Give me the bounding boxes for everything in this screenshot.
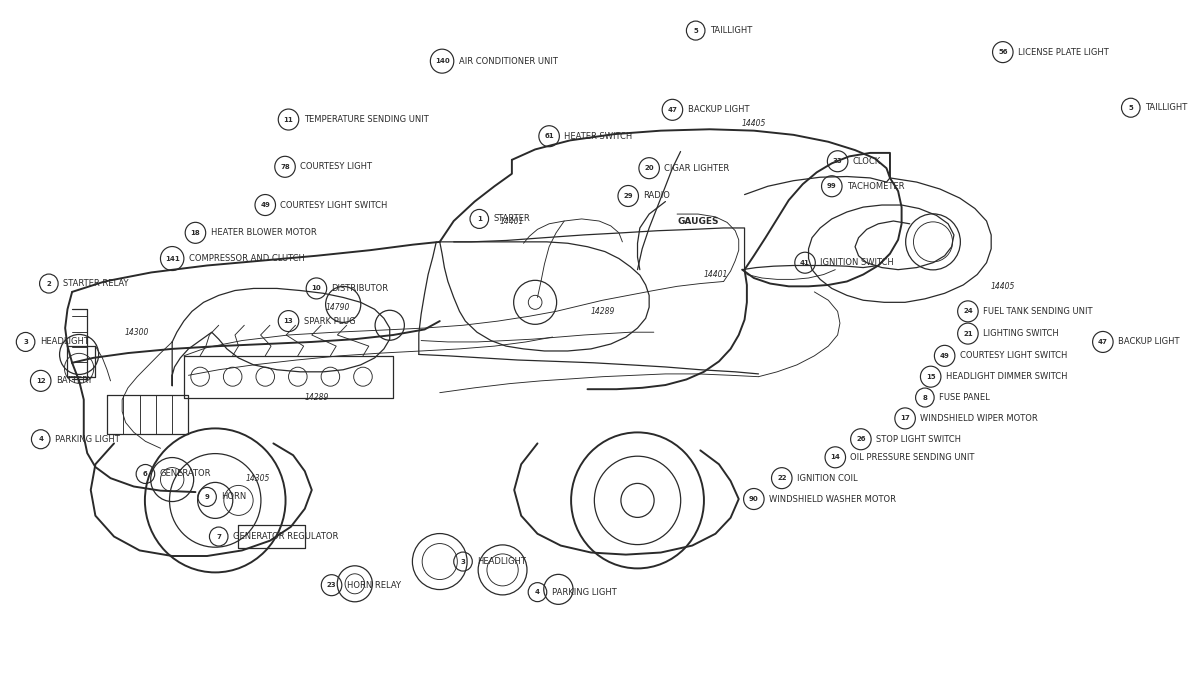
Text: 20: 20 xyxy=(644,165,654,171)
Text: 14790: 14790 xyxy=(325,303,350,311)
Text: 14289: 14289 xyxy=(304,393,329,402)
Text: 22: 22 xyxy=(777,475,786,481)
Text: COURTESY LIGHT SWITCH: COURTESY LIGHT SWITCH xyxy=(280,201,388,209)
Text: TACHOMETER: TACHOMETER xyxy=(847,182,904,190)
Text: 14401: 14401 xyxy=(500,217,524,225)
Text: 56: 56 xyxy=(998,49,1008,55)
Text: 41: 41 xyxy=(800,260,810,265)
Text: 17: 17 xyxy=(900,416,910,421)
Text: HEADLIGHT: HEADLIGHT xyxy=(478,557,526,566)
Text: HEATER BLOWER MOTOR: HEATER BLOWER MOTOR xyxy=(211,229,317,237)
Text: 6: 6 xyxy=(143,471,148,477)
Text: BACKUP LIGHT: BACKUP LIGHT xyxy=(1118,338,1179,346)
Text: 141: 141 xyxy=(164,256,180,261)
Text: STARTER: STARTER xyxy=(493,215,530,223)
Text: 12: 12 xyxy=(36,378,45,384)
Text: TAILLIGHT: TAILLIGHT xyxy=(710,26,752,35)
Text: LICENSE PLATE LIGHT: LICENSE PLATE LIGHT xyxy=(1018,48,1109,56)
Text: 15: 15 xyxy=(925,374,935,379)
Text: 14300: 14300 xyxy=(125,328,149,336)
Text: 18: 18 xyxy=(191,230,200,236)
Text: 4: 4 xyxy=(38,436,43,442)
Text: COURTESY LIGHT: COURTESY LIGHT xyxy=(300,163,372,171)
Text: TAILLIGHT: TAILLIGHT xyxy=(1145,104,1187,112)
Text: 10: 10 xyxy=(312,286,322,291)
Text: DISTRIBUTOR: DISTRIBUTOR xyxy=(331,284,388,293)
Text: 78: 78 xyxy=(280,164,289,170)
Text: 1: 1 xyxy=(476,216,481,222)
Text: 9: 9 xyxy=(205,494,210,500)
Text: 21: 21 xyxy=(964,331,973,336)
Text: 5: 5 xyxy=(1128,105,1133,111)
Text: CLOCK: CLOCK xyxy=(853,157,881,165)
Text: 90: 90 xyxy=(749,496,759,502)
Text: SPARK PLUG: SPARK PLUG xyxy=(304,317,355,325)
Text: 14289: 14289 xyxy=(591,307,615,316)
Text: 49: 49 xyxy=(261,202,270,208)
Text: 29: 29 xyxy=(623,193,634,199)
Text: 14405: 14405 xyxy=(742,120,766,128)
Text: 14: 14 xyxy=(830,455,840,460)
Text: GAUGES: GAUGES xyxy=(676,217,718,225)
Text: 61: 61 xyxy=(544,133,554,139)
Text: 8: 8 xyxy=(923,395,928,400)
Text: CIGAR LIGHTER: CIGAR LIGHTER xyxy=(665,164,730,172)
Text: 99: 99 xyxy=(827,183,836,189)
Text: RADIO: RADIO xyxy=(643,192,671,200)
Text: COURTESY LIGHT SWITCH: COURTESY LIGHT SWITCH xyxy=(960,352,1067,360)
Text: 23: 23 xyxy=(326,582,336,588)
Text: FUSE PANEL: FUSE PANEL xyxy=(939,393,990,402)
Text: 4: 4 xyxy=(535,589,540,595)
Text: 11: 11 xyxy=(283,117,293,122)
Text: HORN RELAY: HORN RELAY xyxy=(347,581,400,589)
Text: HEADLIGHT DIMMER SWITCH: HEADLIGHT DIMMER SWITCH xyxy=(946,373,1067,381)
Text: 47: 47 xyxy=(667,107,678,113)
Text: 14401: 14401 xyxy=(703,270,728,279)
Text: AIR CONDITIONER UNIT: AIR CONDITIONER UNIT xyxy=(459,57,557,65)
Text: HEATER SWITCH: HEATER SWITCH xyxy=(565,132,632,140)
Text: WINDSHIELD WASHER MOTOR: WINDSHIELD WASHER MOTOR xyxy=(769,495,896,503)
Text: FUEL TANK SENDING UNIT: FUEL TANK SENDING UNIT xyxy=(983,307,1092,316)
Text: PARKING LIGHT: PARKING LIGHT xyxy=(55,435,119,443)
Text: WINDSHIELD WIPER MOTOR: WINDSHIELD WIPER MOTOR xyxy=(921,414,1039,423)
Text: HORN: HORN xyxy=(222,493,247,501)
Text: STARTER RELAY: STARTER RELAY xyxy=(63,279,129,288)
Text: 14305: 14305 xyxy=(247,474,270,482)
Text: 7: 7 xyxy=(217,534,222,539)
Text: TEMPERATURE SENDING UNIT: TEMPERATURE SENDING UNIT xyxy=(304,115,429,124)
Text: 140: 140 xyxy=(435,58,449,64)
Text: 49: 49 xyxy=(940,353,949,359)
Text: GENERATOR REGULATOR: GENERATOR REGULATOR xyxy=(233,532,338,541)
Text: 2: 2 xyxy=(46,281,51,286)
Text: BACKUP LIGHT: BACKUP LIGHT xyxy=(687,106,749,114)
Text: 26: 26 xyxy=(856,436,866,442)
Text: STOP LIGHT SWITCH: STOP LIGHT SWITCH xyxy=(877,435,961,443)
Text: HEADLIGHT: HEADLIGHT xyxy=(39,338,88,346)
Text: 24: 24 xyxy=(964,309,973,314)
Text: BATTERY: BATTERY xyxy=(56,377,93,385)
Text: COMPRESSOR AND CLUTCH: COMPRESSOR AND CLUTCH xyxy=(189,254,305,263)
Text: 5: 5 xyxy=(693,28,698,33)
Text: 3: 3 xyxy=(461,559,466,564)
Text: GENERATOR: GENERATOR xyxy=(160,470,211,478)
Text: 14405: 14405 xyxy=(991,282,1015,291)
Text: LIGHTING SWITCH: LIGHTING SWITCH xyxy=(983,329,1059,338)
Text: IGNITION SWITCH: IGNITION SWITCH xyxy=(821,259,894,267)
Text: IGNITION COIL: IGNITION COIL xyxy=(797,474,858,482)
Text: PARKING LIGHT: PARKING LIGHT xyxy=(551,588,617,596)
Text: 47: 47 xyxy=(1098,339,1108,345)
Text: 3: 3 xyxy=(23,339,29,345)
Text: 13: 13 xyxy=(283,318,293,324)
Text: OIL PRESSURE SENDING UNIT: OIL PRESSURE SENDING UNIT xyxy=(850,453,974,461)
Text: 33: 33 xyxy=(833,158,842,164)
